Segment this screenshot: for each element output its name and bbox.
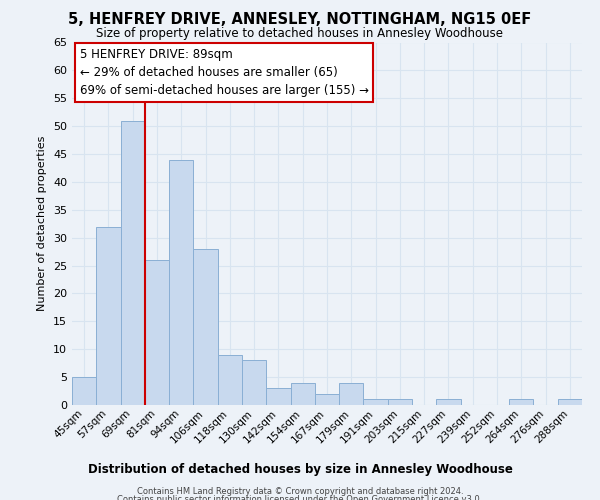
Bar	[145, 260, 169, 405]
Bar	[218, 355, 242, 405]
Bar	[242, 360, 266, 405]
Text: Contains HM Land Registry data © Crown copyright and database right 2024.: Contains HM Land Registry data © Crown c…	[137, 488, 463, 496]
Bar	[388, 400, 412, 405]
Text: Size of property relative to detached houses in Annesley Woodhouse: Size of property relative to detached ho…	[97, 28, 503, 40]
Bar	[558, 400, 582, 405]
Bar	[121, 120, 145, 405]
Bar	[364, 400, 388, 405]
Bar	[72, 377, 96, 405]
Bar	[509, 400, 533, 405]
Bar	[436, 400, 461, 405]
Text: Contains public sector information licensed under the Open Government Licence v3: Contains public sector information licen…	[118, 495, 482, 500]
Bar	[315, 394, 339, 405]
Bar	[96, 226, 121, 405]
Text: 5, HENFREY DRIVE, ANNESLEY, NOTTINGHAM, NG15 0EF: 5, HENFREY DRIVE, ANNESLEY, NOTTINGHAM, …	[68, 12, 532, 28]
Text: 5 HENFREY DRIVE: 89sqm
← 29% of detached houses are smaller (65)
69% of semi-det: 5 HENFREY DRIVE: 89sqm ← 29% of detached…	[80, 48, 368, 97]
Y-axis label: Number of detached properties: Number of detached properties	[37, 136, 47, 312]
Bar	[169, 160, 193, 405]
Bar	[339, 382, 364, 405]
Bar	[193, 249, 218, 405]
Bar	[290, 382, 315, 405]
Text: Distribution of detached houses by size in Annesley Woodhouse: Distribution of detached houses by size …	[88, 462, 512, 475]
Bar	[266, 388, 290, 405]
